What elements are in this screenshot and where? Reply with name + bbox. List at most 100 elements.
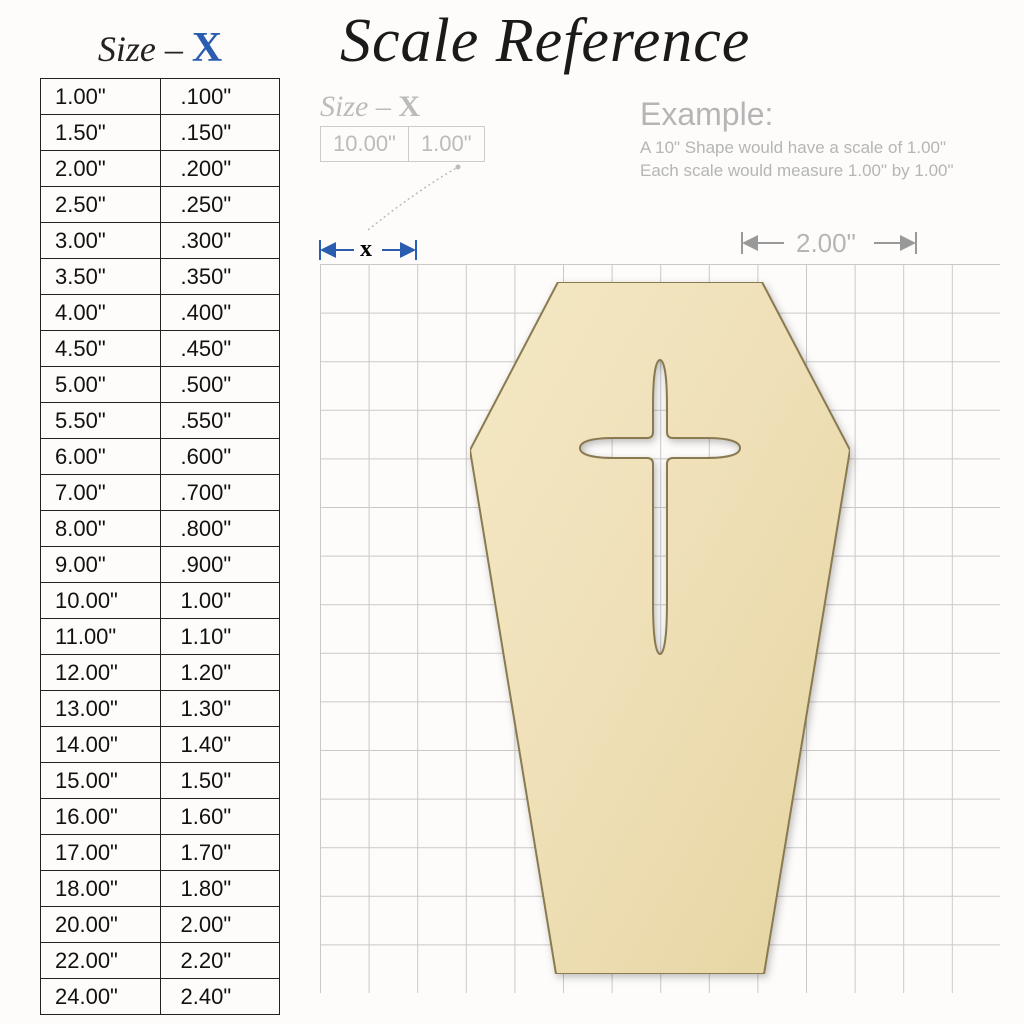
mini-example-block: Size – X 10.00" 1.00": [320, 90, 485, 162]
table-row: 4.50".450": [41, 331, 280, 367]
mini-size-header: Size – X: [320, 90, 485, 124]
size-cell: 12.00": [41, 655, 161, 691]
size-cell: 11.00": [41, 619, 161, 655]
scale-cell: 1.20": [160, 655, 280, 691]
size-cell: 1.50": [41, 115, 161, 151]
scale-cell: .350": [160, 259, 280, 295]
example-line1: A 10" Shape would have a scale of 1.00": [640, 137, 1000, 160]
table-row: 2.00".200": [41, 151, 280, 187]
table-row: 16.00"1.60": [41, 799, 280, 835]
scale-cell: .250": [160, 187, 280, 223]
scale-cell: 1.30": [160, 691, 280, 727]
size-cell: 8.00": [41, 511, 161, 547]
size-cell: 2.00": [41, 151, 161, 187]
table-row: 6.00".600": [41, 439, 280, 475]
mini-example-table: 10.00" 1.00": [320, 126, 485, 162]
size-cell: 3.50": [41, 259, 161, 295]
scale-cell: 1.80": [160, 871, 280, 907]
table-row: 5.00".500": [41, 367, 280, 403]
size-cell: 24.00": [41, 979, 161, 1015]
size-header-prefix: Size –: [98, 29, 183, 69]
table-row: 17.00"1.70": [41, 835, 280, 871]
scale-cell: 1.40": [160, 727, 280, 763]
scale-cell: 1.00": [160, 583, 280, 619]
size-cell: 2.50": [41, 187, 161, 223]
table-row: 1.50".150": [41, 115, 280, 151]
size-cell: 15.00": [41, 763, 161, 799]
mini-cell-0: 10.00": [321, 127, 409, 162]
scale-cell: .400": [160, 295, 280, 331]
scale-cell: .500": [160, 367, 280, 403]
table-row: 13.00"1.30": [41, 691, 280, 727]
size-cell: 17.00": [41, 835, 161, 871]
size-cell: 14.00": [41, 727, 161, 763]
scale-cell: .550": [160, 403, 280, 439]
size-cell: 5.50": [41, 403, 161, 439]
size-cell: 5.00": [41, 367, 161, 403]
table-row: 14.00"1.40": [41, 727, 280, 763]
scale-cell: .150": [160, 115, 280, 151]
table-row: 2.50".250": [41, 187, 280, 223]
table-row: 1.00".100": [41, 79, 280, 115]
size-cell: 1.00": [41, 79, 161, 115]
size-cell: 13.00": [41, 691, 161, 727]
size-cell: 7.00": [41, 475, 161, 511]
dimension-label: 2.00": [796, 228, 856, 259]
table-row: 4.00".400": [41, 295, 280, 331]
table-row: 11.00"1.10": [41, 619, 280, 655]
scale-table: 1.00".100"1.50".150"2.00".200"2.50".250"…: [40, 78, 280, 1015]
scale-cell: .600": [160, 439, 280, 475]
mini-cell-1: 1.00": [408, 127, 484, 162]
table-row: 3.00".300": [41, 223, 280, 259]
dimension-indicator: 2.00": [740, 226, 920, 260]
mini-header-prefix: Size –: [320, 90, 391, 123]
page-root: Size – X 1.00".100"1.50".150"2.00".200"2…: [0, 0, 1024, 1024]
table-row: 18.00"1.80": [41, 871, 280, 907]
table-row: 8.00".800": [41, 511, 280, 547]
table-row: 7.00".700": [41, 475, 280, 511]
table-row: 15.00"1.50": [41, 763, 280, 799]
scale-cell: .100": [160, 79, 280, 115]
size-cell: 10.00": [41, 583, 161, 619]
coffin-svg: [470, 282, 850, 974]
table-row: 5.50".550": [41, 403, 280, 439]
example-line2: Each scale would measure 1.00" by 1.00": [640, 160, 1000, 183]
size-cell: 6.00": [41, 439, 161, 475]
example-heading: Example:: [640, 96, 1000, 133]
size-cell: 18.00": [41, 871, 161, 907]
size-cell: 4.00": [41, 295, 161, 331]
size-cell: 3.00": [41, 223, 161, 259]
scale-cell: .700": [160, 475, 280, 511]
scale-cell: 1.60": [160, 799, 280, 835]
table-row: 24.00"2.40": [41, 979, 280, 1015]
mini-header-x: X: [398, 90, 420, 123]
scale-cell: 1.70": [160, 835, 280, 871]
table-row: 20.00"2.00": [41, 907, 280, 943]
size-cell: 20.00": [41, 907, 161, 943]
scale-cell: 2.40": [160, 979, 280, 1015]
table-row: 3.50".350": [41, 259, 280, 295]
size-cell: 4.50": [41, 331, 161, 367]
scale-cell: .900": [160, 547, 280, 583]
main-title: Scale Reference: [340, 6, 750, 77]
scale-cell: .300": [160, 223, 280, 259]
table-row: 22.00"2.20": [41, 943, 280, 979]
size-header-x: X: [192, 25, 222, 71]
size-table-header: Size – X: [40, 24, 280, 72]
size-cell: 22.00": [41, 943, 161, 979]
table-row: 10.00"1.00": [41, 583, 280, 619]
scale-cell: 2.20": [160, 943, 280, 979]
scale-cell: 2.00": [160, 907, 280, 943]
size-table-block: Size – X 1.00".100"1.50".150"2.00".200"2…: [40, 24, 280, 1015]
example-text-block: Example: A 10" Shape would have a scale …: [640, 96, 1000, 183]
x-indicator-label: x: [360, 236, 372, 263]
table-row: 9.00".900": [41, 547, 280, 583]
table-row: 12.00"1.20": [41, 655, 280, 691]
size-cell: 16.00": [41, 799, 161, 835]
scale-cell: .200": [160, 151, 280, 187]
scale-cell: .800": [160, 511, 280, 547]
scale-cell: 1.10": [160, 619, 280, 655]
scale-cell: .450": [160, 331, 280, 367]
coffin-shape: [470, 282, 850, 974]
x-scale-indicator: x: [320, 222, 420, 262]
